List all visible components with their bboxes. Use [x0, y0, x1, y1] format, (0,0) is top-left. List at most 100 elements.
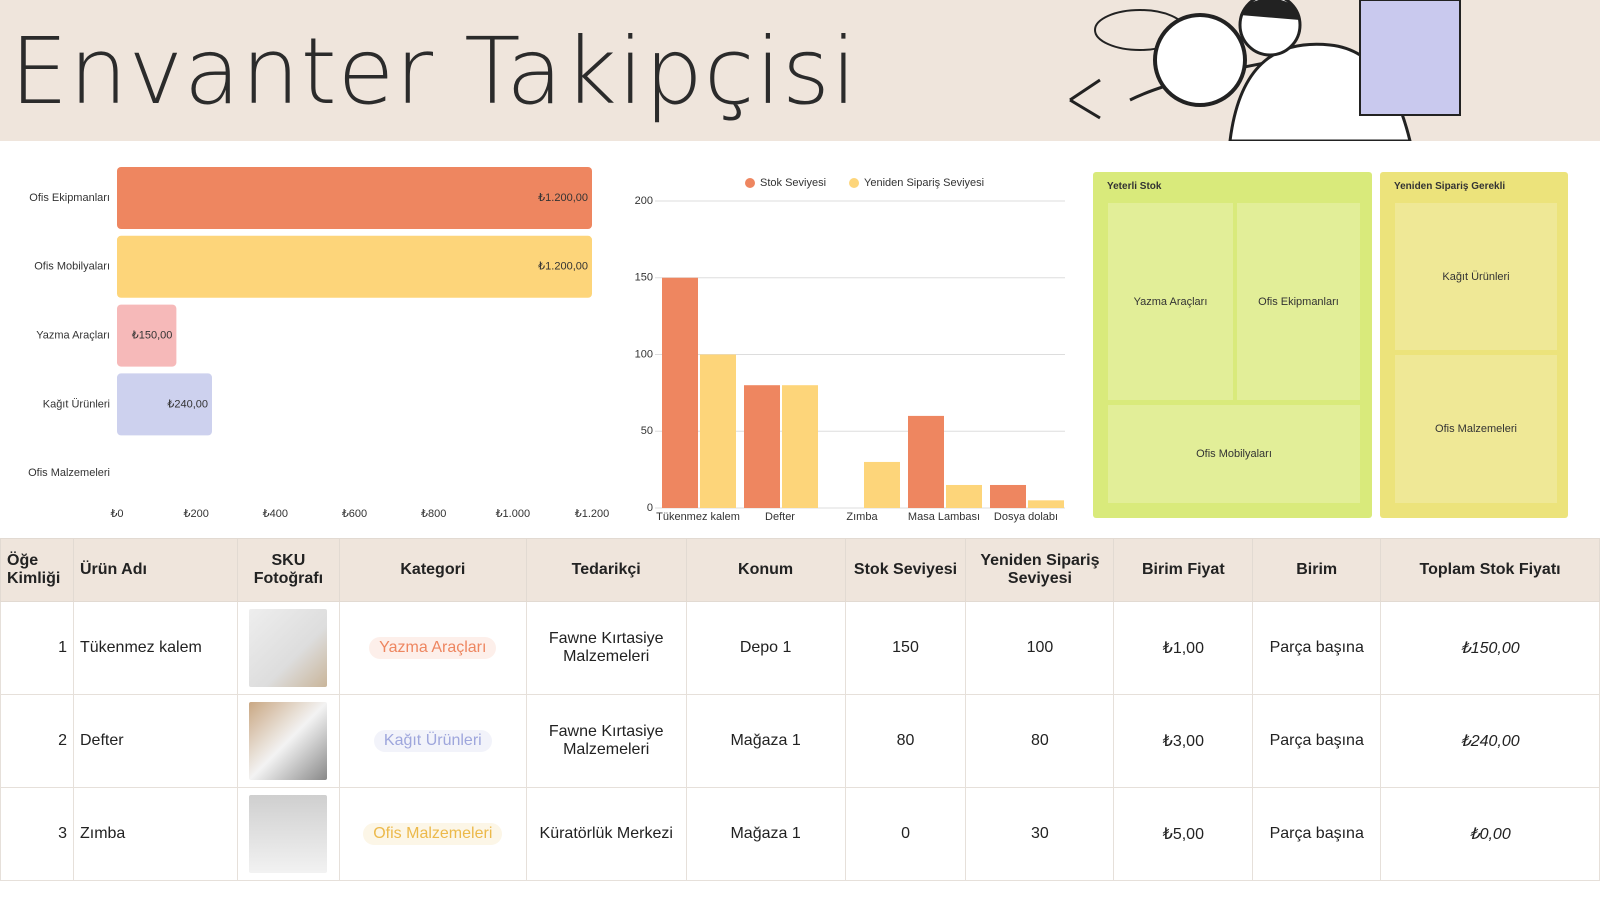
- column-header: Toplam Stok Fiyatı: [1380, 538, 1600, 602]
- x-tick-label: ₺400: [263, 508, 288, 520]
- table-cell: 30: [965, 787, 1115, 881]
- table-row: 3 Zımba Ofis Malzemeleri Küratörlük Merkezi…: [0, 787, 1600, 881]
- column-header: Tedarikçi: [525, 538, 687, 602]
- table-cell: Mağaza 1: [685, 694, 846, 788]
- sku-photo: [249, 609, 328, 687]
- inventory-table: Öğe Kimliği Ürün Adı SKU Fotoğrafı Kategori…: [0, 538, 1600, 881]
- table-cell: 150: [844, 601, 967, 695]
- table-row: 2 Defter Kağıt Ürünleri Fawne Kırtasiye Mal…: [0, 694, 1600, 788]
- category-cell: Kağıt Ürünleri: [338, 694, 527, 788]
- treemap-tile: Ofis Ekipmanları: [1237, 203, 1360, 400]
- bar: [662, 277, 698, 508]
- header: Envanter Takipçisi: [0, 0, 1600, 141]
- bar: [744, 385, 780, 508]
- illustration: [1069, 0, 1461, 141]
- column-header: Ürün Adı: [72, 538, 238, 602]
- table-cell: ₺240,00: [1380, 694, 1600, 788]
- category-cell: Ofis Malzemeleri: [338, 787, 527, 881]
- legend-marker: [849, 178, 860, 188]
- category-chip[interactable]: Yazma Araçları: [369, 637, 497, 659]
- treemap: Yeterli Stok Yazma Araçları Ofis Ekipmanla…: [1080, 141, 1600, 536]
- column-header: Stok Seviyesi: [844, 538, 967, 602]
- y-tick-label: Ofis Malzemeleri: [28, 467, 110, 479]
- column-header: SKU Fotoğrafı: [236, 538, 340, 602]
- legend-label: Yeniden Sipariş Seviyesi: [864, 177, 984, 189]
- category-chip[interactable]: Kağıt Ürünleri: [373, 730, 492, 752]
- x-tick-label: ₺1.200: [575, 508, 610, 520]
- table-cell: 0: [844, 787, 967, 881]
- y-tick-label: Ofis Ekipmanları: [29, 192, 110, 204]
- column-header: Konum: [685, 538, 846, 602]
- table-cell: Fawne Kırtasiye Malzemeleri: [525, 694, 687, 788]
- x-tick-label: ₺600: [342, 508, 367, 520]
- data-label: ₺240,00: [167, 398, 208, 410]
- data-label: ₺1.200,00: [538, 261, 588, 273]
- x-tick-label: Defter: [765, 511, 795, 523]
- sku-photo-cell: [236, 694, 340, 788]
- table-cell: ₺1,00: [1113, 601, 1254, 695]
- bar: [117, 304, 177, 367]
- x-tick-label: ₺0: [110, 508, 123, 520]
- x-tick-label: Dosya dolabı: [994, 511, 1058, 523]
- column-header: Birim Fiyat: [1113, 538, 1254, 602]
- sku-photo-cell: [236, 787, 340, 881]
- treemap-tile: Kağıt Ürünleri: [1395, 203, 1557, 350]
- y-tick-label: 0: [647, 502, 653, 514]
- treemap-group: Yeterli Stok Yazma Araçları Ofis Ekipmanla…: [1093, 172, 1372, 518]
- y-tick-label: 200: [635, 195, 653, 207]
- bar: [1028, 500, 1064, 508]
- table-cell: 1: [0, 601, 74, 695]
- sku-photo: [249, 702, 328, 780]
- data-label: ₺1.200,00: [538, 192, 588, 204]
- table-cell: 100: [965, 601, 1115, 695]
- treemap-tile: Yazma Araçları: [1108, 203, 1233, 400]
- x-tick-label: Zımba: [846, 511, 878, 523]
- column-header: Yeniden Sipariş Seviyesi: [965, 538, 1115, 602]
- bar: [946, 484, 982, 508]
- table-cell: Tükenmez kalem: [72, 601, 238, 695]
- bar: [908, 415, 944, 508]
- table-cell: Depo 1: [685, 601, 846, 695]
- table-cell: Parça başına: [1252, 787, 1382, 881]
- table-row: 1 Tükenmez kalem Yazma Araçları Fawne Kırta…: [0, 601, 1600, 695]
- table-cell: ₺5,00: [1113, 787, 1254, 881]
- x-tick-label: ₺1.000: [496, 508, 531, 520]
- table-cell: Zımba: [72, 787, 238, 881]
- y-tick-label: 50: [641, 425, 653, 437]
- category-cell: Yazma Araçları: [338, 601, 527, 695]
- bar: [117, 235, 592, 298]
- table-cell: Fawne Kırtasiye Malzemeleri: [525, 601, 687, 695]
- x-tick-label: ₺200: [183, 508, 208, 520]
- data-label: ₺150,00: [132, 330, 173, 342]
- y-tick-label: Kağıt Ürünleri: [43, 398, 110, 410]
- column-header: Öğe Kimliği: [0, 538, 74, 602]
- page-title: Envanter Takipçisi: [10, 18, 858, 125]
- legend-label: Stok Seviyesi: [760, 177, 826, 189]
- treemap-tile: Ofis Malzemeleri: [1395, 355, 1557, 503]
- table-cell: Küratörlük Merkezi: [525, 787, 687, 881]
- category-chip[interactable]: Ofis Malzemeleri: [363, 823, 503, 845]
- treemap-group-label: Yeniden Sipariş Gerekli: [1394, 181, 1506, 192]
- treemap-group: Yeniden Sipariş Gerekli Kağıt Ürünleri Ofi…: [1380, 172, 1568, 518]
- table-cell: Defter: [72, 694, 238, 788]
- stock-bar-chart: 0 50 100 150 200 Tükenmez kalem Defter Zımba Mas…: [635, 177, 1065, 523]
- bar: [117, 167, 592, 229]
- table-cell: ₺0,00: [1380, 787, 1600, 881]
- y-tick-label: Yazma Araçları: [36, 330, 110, 342]
- y-tick-label: Ofis Mobilyaları: [34, 261, 110, 273]
- table-cell: Parça başına: [1252, 694, 1382, 788]
- bar: [864, 461, 900, 508]
- sku-photo: [249, 795, 328, 873]
- column-header: Kategori: [338, 538, 527, 602]
- treemap-group-label: Yeterli Stok: [1107, 181, 1162, 192]
- x-tick-label: Tükenmez kalem: [656, 511, 740, 523]
- y-tick-label: 150: [635, 272, 653, 284]
- bar: [782, 385, 818, 508]
- table-cell: 3: [0, 787, 74, 881]
- bar: [990, 484, 1026, 508]
- x-tick-label: Masa Lambası: [908, 511, 980, 523]
- category-bar-chart: ₺0 ₺200 ₺400 ₺600 ₺800 ₺1.000 ₺1.200 Ofis Ekipm…: [28, 167, 610, 520]
- sku-photo-cell: [236, 601, 340, 695]
- x-tick-label: ₺800: [421, 508, 446, 520]
